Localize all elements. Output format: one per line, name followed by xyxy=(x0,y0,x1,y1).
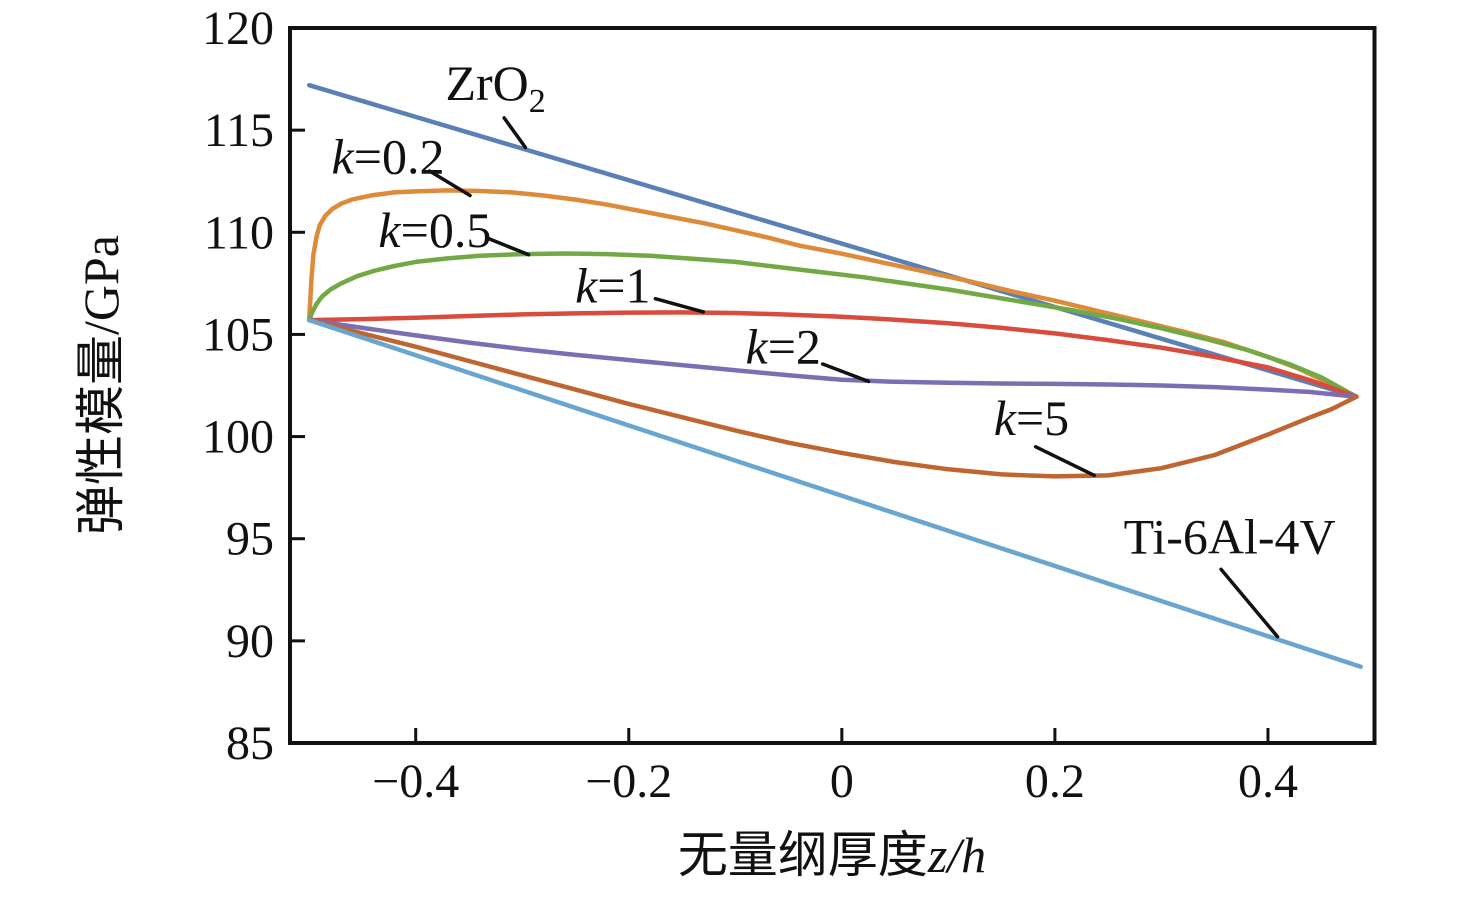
annotation-label-k0_5: k=0.5 xyxy=(378,202,491,258)
plot-border xyxy=(288,26,1377,745)
annotation-leader-k2 xyxy=(820,362,871,384)
x-tick-label: 0.2 xyxy=(1025,755,1085,808)
annotation-label-k5: k=5 xyxy=(994,390,1069,446)
x-axis-label-prefix: 无量纲厚度 xyxy=(678,827,928,883)
y-tick-label: 85 xyxy=(226,717,274,770)
y-tick-label: 100 xyxy=(202,411,274,464)
annotation-label-k1: k=1 xyxy=(575,257,650,313)
x-tick-label: 0 xyxy=(830,755,854,808)
curve-k0_5 xyxy=(306,251,1359,399)
annotation-label-k2: k=2 xyxy=(746,319,821,375)
y-tick-label: 120 xyxy=(202,2,274,55)
annotation-leader-ti6al4v xyxy=(1219,567,1280,639)
x-tick-label: −0.2 xyxy=(585,755,672,808)
curve-zro2 xyxy=(306,82,1359,399)
x-tick-label: 0.4 xyxy=(1238,755,1298,808)
annotation-label-zro2: ZrO2 xyxy=(445,55,545,120)
x-axis-label: 无量纲厚度z/h xyxy=(678,827,986,883)
y-tick-label: 110 xyxy=(204,206,274,259)
y-axis-label: 弹性模量/GPa xyxy=(73,235,129,535)
curve-k1 xyxy=(306,310,1359,399)
annotation-leader-k5 xyxy=(1033,445,1097,478)
curve-ti6al4v xyxy=(306,317,1363,670)
annotation-leader-k0_5 xyxy=(486,236,531,257)
plot-area: −0.4 −0.2 0 0.2 0.4 85 90 95 100 105 110 115 120 ZrO2… xyxy=(202,2,1377,808)
y-tick-label: 90 xyxy=(226,615,274,668)
y-tick-label: 95 xyxy=(226,513,274,566)
x-axis-label-symbol: z/h xyxy=(927,827,986,883)
annotation-leader-k1 xyxy=(653,296,706,314)
annotation-leader-k0_2 xyxy=(427,169,472,198)
curve-k5 xyxy=(306,317,1359,479)
curve-k0_2 xyxy=(306,188,1359,399)
annotation-label-k0_2: k=0.2 xyxy=(332,129,445,185)
x-tick-label: −0.4 xyxy=(372,755,459,808)
annotation-leader-zro2 xyxy=(502,116,528,150)
y-tick-label: 105 xyxy=(202,308,274,361)
y-tick-label: 115 xyxy=(204,104,274,157)
annotation-label-ti6al4v: Ti-6Al-4V xyxy=(1124,509,1336,565)
curve-k2 xyxy=(306,317,1359,399)
